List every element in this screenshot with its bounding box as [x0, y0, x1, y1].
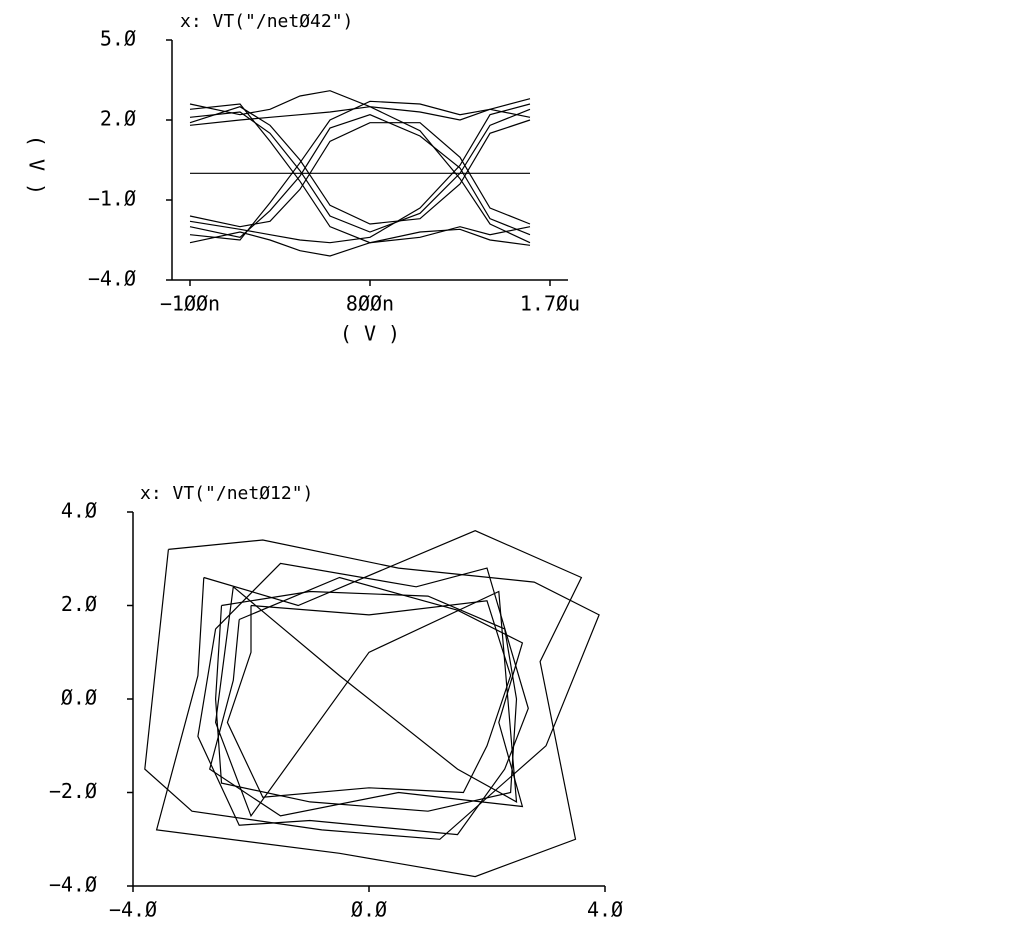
y-tick-label: Ø.Ø — [61, 686, 97, 710]
chart-title: x: VT("/netØ42") — [180, 11, 353, 32]
trace — [189, 103, 531, 244]
trace — [189, 122, 531, 228]
x-tick-label: 4.Ø — [587, 898, 623, 922]
y-tick-label: 5.Ø — [100, 27, 136, 51]
y-tick-label: −4.Ø — [88, 267, 136, 291]
x-tick-label: −4.Ø — [109, 898, 157, 922]
x-tick-label: Ø.Ø — [351, 898, 387, 922]
trace — [155, 530, 583, 878]
trace — [189, 100, 531, 241]
x-axis-label: ( V ) — [340, 322, 400, 346]
trace — [144, 539, 600, 840]
trace — [214, 586, 518, 818]
y-tick-label: 2.Ø — [100, 107, 136, 131]
trace — [189, 106, 531, 225]
x-tick-label: 1.7Øu — [520, 292, 580, 316]
trace — [197, 562, 529, 836]
y-tick-label: −4.Ø — [49, 873, 97, 897]
y-tick-label: 2.Ø — [61, 592, 97, 616]
trace — [214, 590, 518, 812]
trace — [189, 90, 531, 121]
y-tick-label: −2.Ø — [49, 779, 97, 803]
y-axis-label: ( V ) — [25, 135, 49, 195]
y-tick-label: 4.Ø — [61, 499, 97, 523]
y-tick-label: −1.Ø — [88, 187, 136, 211]
x-tick-label: −1ØØn — [160, 292, 220, 316]
trace — [189, 228, 531, 257]
trace — [189, 103, 531, 244]
x-tick-label: 8ØØn — [346, 292, 394, 316]
chart-title: x: VT("/netØ12") — [140, 483, 313, 504]
trace — [209, 576, 524, 817]
trace — [226, 600, 512, 798]
trace — [189, 106, 531, 244]
